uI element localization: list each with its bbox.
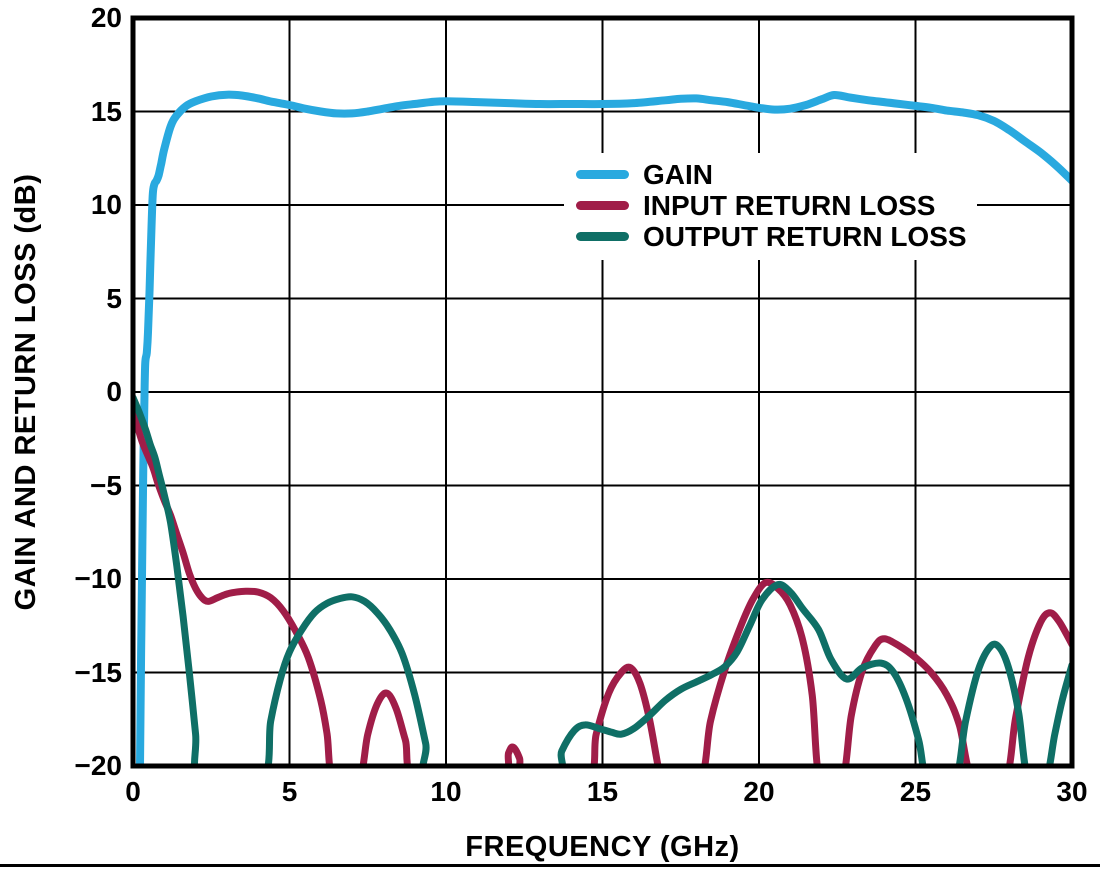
legend-swatch-gain [576,170,629,179]
y-tick-label: −20 [74,750,123,781]
y-tick-label: 20 [90,2,122,33]
x-axis-title: FREQUENCY (GHz) [465,831,740,863]
series-line-output-return-loss [133,394,1072,766]
legend-label-gain: GAIN [643,158,713,190]
x-tick-label: 0 [125,776,141,807]
series-line-gain [136,90,1072,766]
legend-swatch-output-return-loss [576,232,629,241]
x-tick-label: 10 [430,776,462,807]
x-tick-label: 15 [586,776,619,807]
y-tick-label: 10 [90,189,122,220]
x-tick-label: 5 [281,776,298,807]
legend-row-gain: GAIN [576,159,967,190]
y-tick-label: 5 [106,282,122,314]
y-tick-label: −5 [90,469,122,501]
x-tick-label: 25 [899,776,932,807]
series-line-input-return-loss [133,407,1072,766]
bottom-separator-line [0,864,1100,867]
y-tick-label: 0 [106,376,122,407]
legend-label-input-return-loss: INPUT RETURN LOSS [643,189,936,221]
x-tick-label: 20 [743,776,775,807]
y-tick-label: 15 [90,95,122,127]
y-tick-label: −10 [74,563,123,594]
plot-frame [130,15,1075,769]
legend-label-output-return-loss: OUTPUT RETURN LOSS [643,220,967,252]
legend-row-input-return-loss: INPUT RETURN LOSS [576,190,967,221]
legend-swatch-input-return-loss [576,201,629,210]
legend-row-output-return-loss: OUTPUT RETURN LOSS [576,221,967,252]
legend: GAIN INPUT RETURN LOSS OUTPUT RETURN LOS… [564,153,977,260]
x-tick-label: 30 [1056,776,1088,807]
y-tick-label: −15 [74,656,123,688]
